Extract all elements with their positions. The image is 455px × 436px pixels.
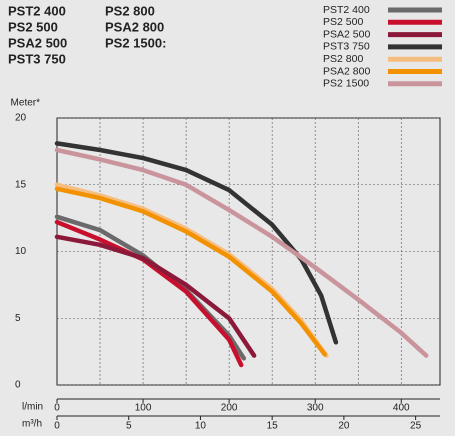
x2-tick-label: 5 — [126, 421, 132, 432]
legend-label: PS2 1500 — [323, 78, 369, 90]
legend-label: PST3 750 — [323, 41, 370, 53]
y-tick-label: 0 — [15, 380, 21, 391]
x-tick-label: 0 — [54, 403, 60, 414]
y-tick-label: 20 — [15, 113, 27, 124]
x-tick-label: 300 — [307, 403, 324, 414]
y-tick-label: 10 — [15, 246, 27, 257]
model-name: PST3 750 — [8, 51, 66, 66]
legend-label: PSA2 500 — [323, 28, 370, 40]
series-line — [54, 219, 244, 368]
x2-tick-label: 15 — [267, 421, 279, 432]
model-name: PST2 400 — [8, 3, 66, 18]
model-name: PS2 800 — [105, 3, 155, 18]
x-tick-label: 200 — [221, 403, 238, 414]
model-name: PS2 500 — [8, 19, 58, 34]
series-line — [54, 214, 247, 361]
x2-tick-label: 25 — [410, 421, 422, 432]
y-axis-label: Meter* — [11, 98, 41, 109]
x2-axis-label: m³/h — [22, 419, 42, 430]
series-line — [54, 182, 329, 358]
x2-tick-label: 10 — [195, 421, 207, 432]
legend-label: PSA2 800 — [323, 65, 370, 77]
x2-tick-label: 20 — [338, 421, 350, 432]
x-tick-label: 400 — [393, 403, 410, 414]
series-line — [54, 186, 327, 357]
series-line — [54, 141, 339, 345]
legend-label: PS2 500 — [323, 16, 363, 28]
model-name: PSA2 500 — [8, 35, 67, 50]
model-name: PS2 1500: — [105, 35, 166, 50]
y-tick-label: 15 — [15, 179, 27, 190]
series-line — [54, 147, 429, 358]
legend-label: PS2 800 — [323, 53, 363, 65]
legend-label: PST2 400 — [323, 4, 370, 16]
series-line — [54, 234, 257, 358]
x-tick-label: 100 — [135, 403, 152, 414]
x-axis-label: l/min — [22, 402, 43, 413]
x2-tick-label: 0 — [54, 421, 60, 432]
model-name: PSA2 800 — [105, 19, 164, 34]
y-tick-label: 5 — [15, 313, 21, 324]
